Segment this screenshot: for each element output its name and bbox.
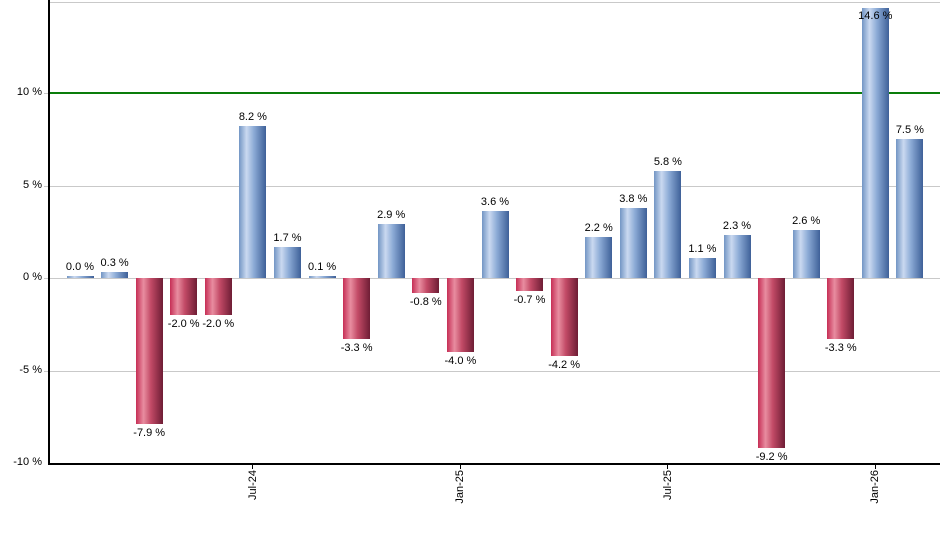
reference-line-10pct bbox=[49, 92, 940, 94]
bar-value-label: 7.5 % bbox=[895, 124, 924, 136]
bar[interactable] bbox=[550, 278, 578, 356]
bar[interactable] bbox=[619, 208, 647, 278]
bar[interactable] bbox=[412, 278, 440, 293]
y-tick-label: 10 % bbox=[16, 86, 42, 98]
x-tick-label: Jan-26 bbox=[869, 470, 882, 504]
bar[interactable] bbox=[481, 211, 509, 278]
bar[interactable] bbox=[723, 235, 751, 278]
bar-value-label: 5.8 % bbox=[653, 156, 682, 168]
bar-value-label: 2.2 % bbox=[584, 222, 613, 234]
bar[interactable] bbox=[654, 171, 682, 278]
bar[interactable] bbox=[66, 276, 94, 278]
bar-value-label: -4.2 % bbox=[548, 359, 580, 371]
bar-value-label: 2.9 % bbox=[377, 209, 406, 221]
bar-value-label: -0.7 % bbox=[513, 294, 546, 306]
bar[interactable] bbox=[308, 276, 336, 278]
bar[interactable] bbox=[688, 258, 716, 278]
x-tick-mark bbox=[459, 463, 461, 469]
bar-value-label: 1.1 % bbox=[688, 243, 717, 255]
bar[interactable] bbox=[204, 278, 232, 315]
bar-value-label: 0.3 % bbox=[100, 257, 129, 269]
y-tick-label: 0 % bbox=[23, 271, 42, 283]
bar[interactable] bbox=[792, 230, 820, 278]
y-axis-line bbox=[48, 0, 50, 465]
y-tick-label: -10 % bbox=[13, 456, 42, 468]
y-tick-mark bbox=[44, 278, 49, 279]
bar[interactable] bbox=[274, 247, 301, 278]
bar-value-label: 3.8 % bbox=[619, 193, 648, 205]
y-tick-mark bbox=[44, 185, 49, 187]
gridline bbox=[49, 278, 940, 279]
x-tick-mark bbox=[252, 463, 254, 469]
y-tick-label: 5 % bbox=[23, 178, 42, 191]
x-tick-mark bbox=[874, 463, 876, 469]
y-tick-mark bbox=[44, 93, 49, 94]
bar-value-label: 0.1 % bbox=[308, 261, 337, 273]
gridline bbox=[49, 370, 940, 372]
bar[interactable] bbox=[343, 278, 371, 339]
x-axis-line bbox=[48, 463, 940, 465]
y-tick-mark bbox=[44, 370, 49, 372]
bar-value-label: -0.8 % bbox=[409, 296, 442, 308]
bar-value-label: -2.0 % bbox=[167, 318, 200, 330]
bar-value-label: 0.0 % bbox=[65, 261, 95, 273]
bar-value-label: -2.0 % bbox=[202, 318, 235, 330]
x-tick-label: Jul-25 bbox=[661, 470, 674, 500]
bar-value-label: 3.6 % bbox=[480, 196, 510, 208]
bar[interactable] bbox=[758, 278, 786, 448]
bar[interactable] bbox=[585, 237, 613, 278]
x-tick-mark bbox=[667, 463, 669, 469]
bar[interactable] bbox=[101, 272, 129, 278]
bar-value-label: -3.3 % bbox=[340, 342, 373, 354]
bar[interactable] bbox=[377, 224, 405, 278]
bar[interactable] bbox=[516, 278, 543, 291]
bar-value-label: -3.3 % bbox=[824, 342, 857, 354]
bar[interactable] bbox=[896, 139, 924, 278]
bar-value-label: 2.6 % bbox=[792, 215, 821, 227]
bar[interactable] bbox=[239, 126, 267, 278]
x-tick-label: Jan-25 bbox=[454, 470, 467, 504]
bar-value-label: 8.2 % bbox=[238, 111, 267, 123]
bar[interactable] bbox=[827, 278, 855, 339]
bar[interactable] bbox=[861, 8, 889, 278]
bar[interactable] bbox=[446, 278, 474, 352]
bar-value-label: 1.7 % bbox=[273, 232, 302, 244]
bar-value-label: -7.9 % bbox=[133, 427, 166, 439]
x-tick-label: Jul-24 bbox=[246, 470, 259, 500]
bar-value-label: 2.3 % bbox=[722, 220, 752, 232]
bar[interactable] bbox=[135, 278, 163, 424]
y-tick-label: -5 % bbox=[19, 363, 42, 376]
plot-top-border bbox=[49, 2, 940, 3]
bar-value-label: -4.0 % bbox=[444, 355, 477, 367]
bar-value-label: 14.6 % bbox=[858, 10, 893, 22]
bar-value-label: -9.2 % bbox=[755, 451, 788, 463]
gridline bbox=[49, 185, 940, 187]
bar[interactable] bbox=[170, 278, 198, 315]
